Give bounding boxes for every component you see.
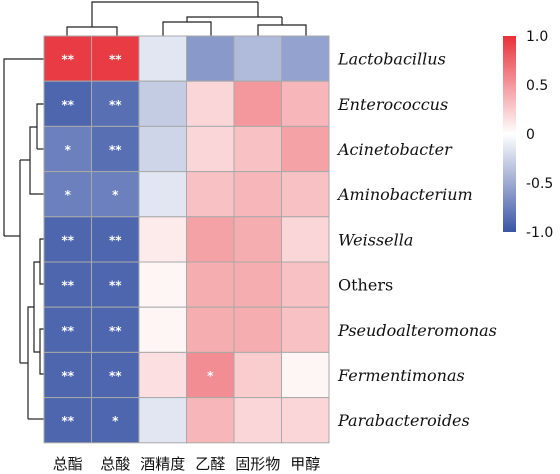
heatmap-cell bbox=[186, 397, 235, 444]
significance-marker: ** bbox=[61, 98, 74, 112]
significance-marker: ** bbox=[61, 324, 74, 338]
significance-marker: ** bbox=[61, 279, 74, 293]
heatmap-cell bbox=[91, 35, 140, 82]
heatmap-cell bbox=[233, 35, 282, 82]
heatmap-cell bbox=[233, 306, 282, 353]
significance-marker: * bbox=[65, 143, 72, 157]
heatmap-cell bbox=[233, 351, 282, 399]
colorbar-tick-label: 0 bbox=[526, 127, 535, 143]
heatmap-cell bbox=[233, 171, 282, 218]
significance-marker: ** bbox=[109, 143, 122, 157]
heatmap-cell bbox=[91, 397, 140, 444]
heatmap-cell bbox=[138, 125, 187, 173]
heatmap-cell bbox=[281, 306, 330, 353]
heatmap-cell bbox=[186, 216, 235, 263]
heatmap-cell bbox=[186, 261, 235, 308]
significance-marker: * bbox=[207, 369, 214, 383]
heatmap-cell bbox=[281, 216, 330, 263]
colorbar-gradient bbox=[503, 36, 516, 232]
significance-marker: ** bbox=[109, 369, 122, 383]
significance-marker: ** bbox=[61, 369, 74, 383]
column-label: 总酸 bbox=[100, 455, 130, 473]
significance-markers: ** **** *** *** *** **** **** **** ** *** * bbox=[61, 53, 214, 429]
significance-marker: ** bbox=[109, 279, 122, 293]
heatmap-cell bbox=[281, 351, 330, 399]
row-label: Acinetobacter bbox=[336, 140, 453, 159]
significance-marker: ** bbox=[61, 233, 74, 247]
heatmap-cell bbox=[138, 306, 187, 353]
significance-marker: ** bbox=[61, 53, 74, 67]
heatmap-cell bbox=[281, 261, 330, 308]
significance-marker: ** bbox=[109, 324, 122, 338]
heatmap-cell bbox=[186, 306, 235, 353]
heatmap-cell bbox=[43, 35, 92, 82]
colorbar-tick-label: 0.5 bbox=[526, 78, 548, 94]
heatmap-cell bbox=[186, 125, 235, 173]
heatmap-cell bbox=[91, 306, 140, 353]
significance-marker: ** bbox=[61, 414, 74, 428]
heatmap-cell bbox=[138, 397, 187, 444]
significance-marker: * bbox=[112, 188, 119, 202]
heatmap-cell bbox=[281, 80, 330, 127]
heatmap-cell bbox=[233, 261, 282, 308]
heatmap-cell bbox=[233, 216, 282, 263]
significance-marker: ** bbox=[109, 98, 122, 112]
heatmap-cell bbox=[91, 125, 140, 173]
significance-marker: * bbox=[112, 414, 119, 428]
column-dendrogram bbox=[66, 1, 307, 36]
heatmap-cell bbox=[186, 351, 235, 399]
heatmap-cell bbox=[281, 397, 330, 444]
heatmap-cell bbox=[91, 351, 140, 399]
row-label: Pseudoalteromonas bbox=[337, 321, 497, 340]
heatmap-cell bbox=[138, 35, 187, 82]
heatmap-cell bbox=[138, 80, 187, 127]
column-label: 乙醛 bbox=[195, 455, 225, 473]
column-label: 甲醇 bbox=[290, 455, 320, 473]
heatmap-cell bbox=[186, 80, 235, 127]
row-label: Lactobacillus bbox=[337, 50, 446, 69]
colorbar-tick-label: -1.0 bbox=[526, 225, 553, 241]
colorbar-ticks: 1.0 0.5 0 -0.5 -1.0 bbox=[526, 29, 553, 241]
colorbar-tick-label: -0.5 bbox=[526, 176, 553, 192]
significance-marker: * bbox=[65, 188, 72, 202]
heatmap-cell bbox=[43, 80, 92, 127]
row-label: Fermentimonas bbox=[337, 366, 465, 385]
heatmap-cell bbox=[233, 125, 282, 173]
heatmap-cell bbox=[138, 351, 187, 399]
column-label: 酒精度 bbox=[140, 455, 185, 473]
heatmap-cell bbox=[186, 35, 235, 82]
column-label: 固形物 bbox=[235, 455, 280, 473]
column-labels: 总酯 总酸 酒精度 乙醛 固形物 甲醇 bbox=[53, 455, 321, 473]
heatmap-cell bbox=[281, 171, 330, 218]
colorbar-tick-label: 1.0 bbox=[526, 29, 548, 45]
heatmap-cell bbox=[91, 216, 140, 263]
row-label: Others bbox=[338, 276, 393, 295]
significance-marker: ** bbox=[109, 233, 122, 247]
heatmap-cell bbox=[138, 216, 187, 263]
significance-marker: ** bbox=[109, 53, 122, 67]
row-label: Enterococcus bbox=[337, 95, 448, 114]
row-label: Parabacteroides bbox=[337, 411, 470, 430]
heatmap-cell bbox=[91, 171, 140, 218]
row-dendrogram bbox=[3, 58, 44, 420]
heatmap-cell bbox=[233, 397, 282, 444]
heatmap-cell bbox=[281, 35, 330, 82]
row-labels: Lactobacillus Enterococcus Acinetobacter Am… bbox=[336, 50, 497, 431]
heatmap-cell bbox=[138, 261, 187, 308]
heatmap-cell bbox=[138, 171, 187, 218]
colorbar bbox=[503, 36, 516, 232]
column-label: 总酯 bbox=[53, 455, 83, 473]
heatmap-cell bbox=[186, 171, 235, 218]
heatmap-cell bbox=[233, 80, 282, 127]
row-label: Weissella bbox=[338, 230, 413, 249]
row-label: Aminobacterium bbox=[336, 185, 473, 204]
heatmap-cells bbox=[43, 35, 330, 444]
heatmap-cell bbox=[91, 261, 140, 308]
heatmap-cell bbox=[43, 397, 92, 444]
heatmap-cell bbox=[281, 125, 330, 173]
